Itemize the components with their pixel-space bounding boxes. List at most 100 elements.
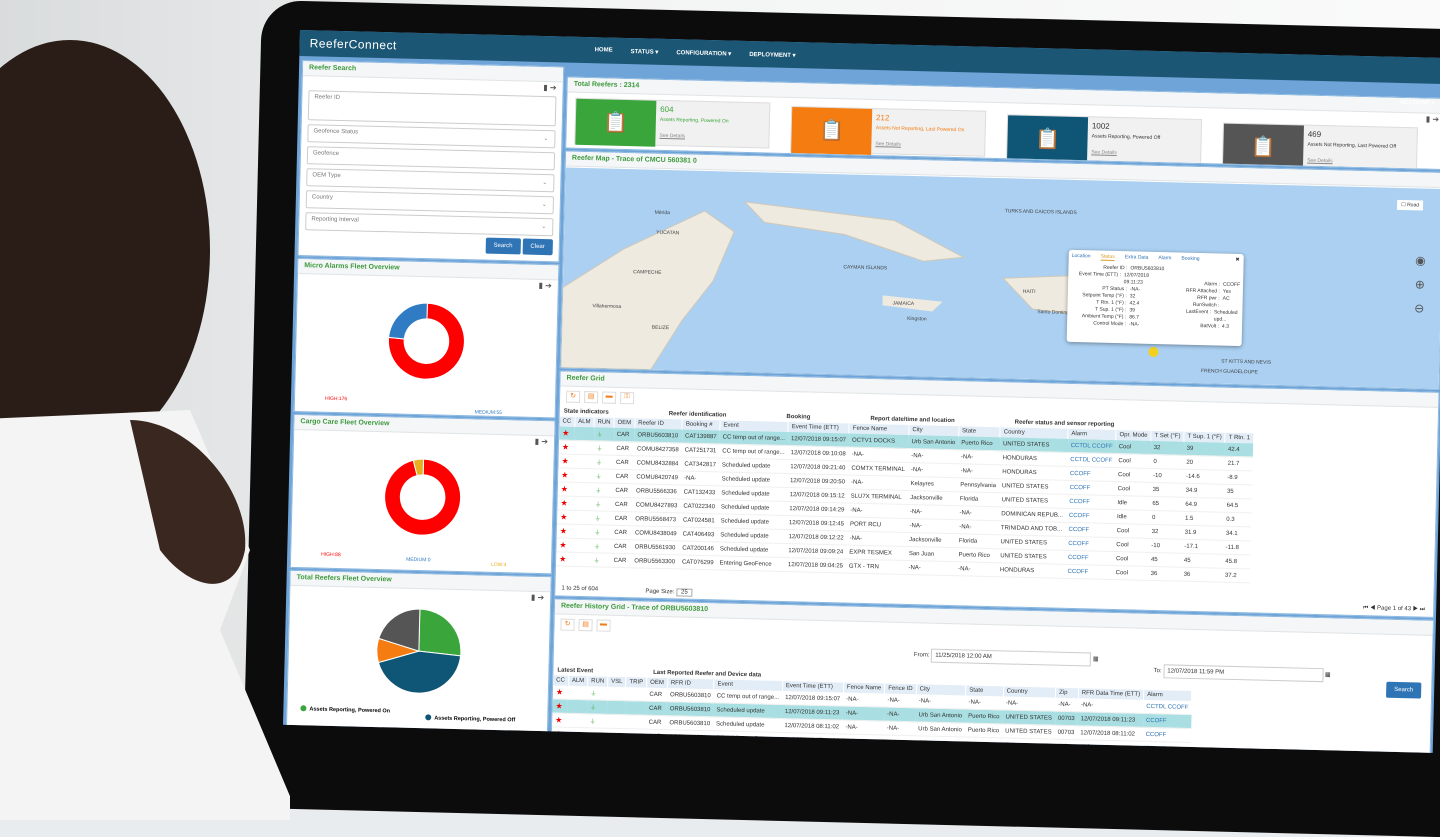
account-menu[interactable]: ACCOUNT ▾ [1400,99,1435,107]
popup-tab-location[interactable]: Location [1072,253,1091,260]
column-header[interactable]: CC [559,416,574,426]
column-header[interactable]: RUN [594,417,614,427]
lock-icon[interactable]: ⚿ [620,392,634,404]
table-cell: COMU8420749 [633,470,681,485]
column-header[interactable]: ALM [575,417,595,427]
star-icon: ★ [558,454,574,468]
panel-controls-icon[interactable]: ▮ ➔ [535,437,549,446]
see-details-link[interactable]: See Details [659,133,685,140]
table-cell: -NA- [908,462,958,477]
search-field[interactable]: Reefer ID [308,90,557,126]
column-header[interactable]: OEM [647,678,668,689]
column-header[interactable]: Zip [1055,688,1078,699]
close-icon[interactable]: ✖ [1235,257,1239,263]
table-cell: ORBU5603810 [667,702,714,717]
column-header[interactable]: T Rtn. 1 [1225,433,1253,444]
history-search-button[interactable]: Search [1386,682,1421,699]
column-header[interactable]: RUN [588,676,608,686]
column-header[interactable]: VSL [608,677,627,687]
see-details-link[interactable]: See Details [1091,149,1117,156]
popup-tab-status[interactable]: Status [1101,254,1115,261]
refresh-icon[interactable]: ↻ [560,619,574,631]
table-cell: COMTX TERMINAL [848,461,908,476]
table-cell: CCTDL CCOFF [1067,452,1115,467]
table-cell: 45 [1181,553,1223,568]
see-details-link[interactable]: See Details [875,141,901,148]
table-cell: -NA- [965,695,1003,709]
table-cell: -NA- [884,721,916,736]
zoom-out-icon[interactable]: ⊖ [1414,296,1425,320]
last-page-button[interactable]: ⏭ [1420,607,1426,613]
table-cell: -NA- [681,471,719,486]
indicator-cell [572,524,592,538]
from-input[interactable]: 11/25/2018 12:00 AM [931,649,1091,667]
popup-tab-extra-data[interactable]: Extra Data [1125,254,1149,262]
panel-controls-icon[interactable]: ▮ ➔ [1426,115,1440,124]
first-page-button[interactable]: ⏮ [1363,605,1369,611]
table-cell: ORBU5603810 [666,716,713,731]
refresh-icon[interactable]: ↻ [566,391,580,403]
search-field[interactable]: Geofence Status⌄ [307,124,555,148]
column-header[interactable]: CC [553,675,568,685]
zoom-in-icon[interactable]: ⊕ [1414,272,1425,296]
field-placeholder: Geofence [313,150,339,157]
to-input[interactable]: 12/07/2018 11:59 PM [1163,664,1323,682]
pdf-export-icon[interactable]: ▤ [578,619,592,631]
nav-configuration[interactable]: CONFIGURATION ▾ [676,49,731,57]
plug-icon: ⏚ [587,700,607,714]
page-size-select[interactable]: Page Size: 25 [645,589,693,596]
table-cell: -NA- [842,720,884,735]
table-cell: -NA- [956,520,998,535]
table-cell: Entering GeoFence [716,556,785,572]
table-cell: Cool [1115,482,1150,497]
search-button[interactable]: Search [485,238,520,255]
search-field[interactable]: Country⌄ [306,190,554,214]
field-placeholder: Reefer ID [314,94,340,101]
map-place-label: BELIZE [652,325,669,331]
micro-alarms-panel: Micro Alarms Fleet Overview ▮ ➔ HIGH:176… [294,258,560,418]
table-cell: Florida [956,534,998,549]
popup-tab-booking[interactable]: Booking [1181,256,1199,263]
calendar-icon[interactable]: ▦ [1325,672,1331,678]
search-field[interactable]: OEM Type⌄ [306,168,554,192]
clear-button[interactable]: Clear [522,239,553,256]
reefer-marker-icon[interactable] [1148,347,1158,357]
pdf-export-icon[interactable]: ▤ [584,391,598,403]
search-field[interactable]: Reporting Interval⌄ [305,212,553,236]
next-page-button[interactable]: ▶ [1413,606,1419,612]
chevron-down-icon: ⌄ [542,201,547,208]
page-size-value[interactable]: 25 [676,588,693,596]
panel-controls-icon[interactable]: ▮ ➔ [538,281,552,290]
pie-slice-assets-reporting-powered-on[interactable] [419,609,462,656]
column-header[interactable]: ALM [568,676,588,686]
panel-controls-icon[interactable]: ▮ ➔ [543,83,557,92]
excel-export-icon[interactable]: ▬ [596,619,610,631]
panel-controls-icon[interactable]: ▮ ➔ [531,593,545,602]
search-field[interactable]: Geofence [307,146,555,170]
column-header[interactable]: TRIP [626,677,647,688]
excel-export-icon[interactable]: ▬ [602,391,616,403]
calendar-icon[interactable]: ▦ [1093,657,1099,663]
chart-legend-label: Assets Reporting, Powered Off [434,715,515,723]
clipboard-icon: 📋 [575,99,656,147]
nav-status[interactable]: STATUS ▾ [630,48,658,56]
table-cell: 34.1 [1223,526,1252,541]
table-cell: 12/07/2018 08:11:02 [781,718,842,733]
column-header[interactable]: OEM [614,418,635,429]
locate-icon[interactable]: ◉ [1415,248,1426,272]
indicator-cell [607,687,626,701]
nav-home[interactable]: HOME [594,47,612,54]
road-layer-toggle[interactable]: ☐ Road [1397,200,1423,211]
table-cell: CAT342817 [681,457,719,472]
table-cell: 64.9 [1182,497,1224,512]
prev-page-button[interactable]: ◀ [1370,605,1376,611]
popup-tab-alarm[interactable]: Alarm [1158,255,1171,262]
table-cell: 35 [1224,484,1253,499]
see-details-link[interactable]: See Details [1307,158,1333,165]
nav-deployment[interactable]: DEPLOYMENT ▾ [749,51,796,59]
